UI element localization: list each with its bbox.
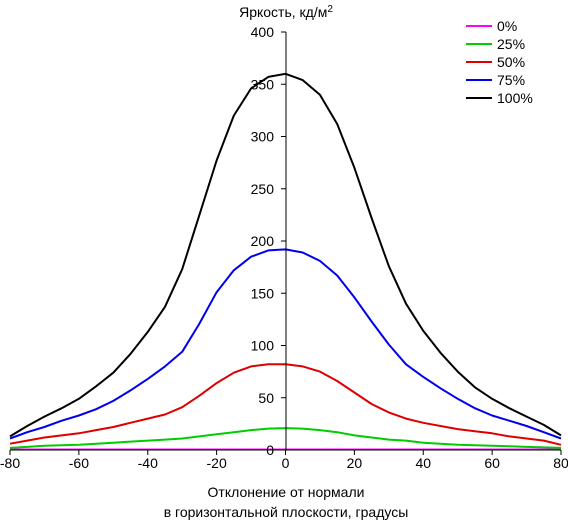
- y-tick-label: 0: [266, 442, 274, 458]
- y-tick-label: 100: [251, 338, 275, 354]
- y-tick-label: 400: [251, 24, 275, 40]
- x-tick-label: 20: [347, 455, 363, 471]
- legend-label-4: 100%: [497, 90, 533, 106]
- x-tick-label: 0: [282, 455, 290, 471]
- x-axis-title-line1: Отклонение от нормали: [208, 484, 365, 500]
- tick-labels: -80 -60 -40 -20 0 20 40 60 80 0 50 100 150 200 250 300 3…: [0, 24, 568, 471]
- x-tick-label: 40: [415, 455, 431, 471]
- x-tick-label: -40: [138, 455, 158, 471]
- y-axis-title: Яркость, кд/м2: [239, 4, 333, 20]
- axes-layer: [9, 31, 562, 455]
- x-tick-label: 80: [553, 455, 568, 471]
- y-tick-label: 350: [251, 76, 275, 92]
- x-tick-label: 60: [484, 455, 500, 471]
- legend-label-1: 25%: [497, 36, 525, 52]
- legend: 0% 25% 50% 75% 100%: [466, 18, 533, 106]
- y-tick-label: 200: [251, 233, 275, 249]
- x-tick-label: -60: [69, 455, 89, 471]
- y-tick-label: 250: [251, 181, 275, 197]
- y-tick-label: 150: [251, 285, 275, 301]
- x-axis-title-line2: в горизонтальной плоскости, градусы: [164, 504, 409, 520]
- y-tick-label: 50: [258, 390, 274, 406]
- y-tick-label: 300: [251, 129, 275, 145]
- legend-label-3: 75%: [497, 72, 525, 88]
- legend-label-2: 50%: [497, 54, 525, 70]
- legend-label-0: 0%: [497, 18, 517, 34]
- x-tick-label: -20: [207, 455, 227, 471]
- x-tick-label: -80: [0, 455, 20, 471]
